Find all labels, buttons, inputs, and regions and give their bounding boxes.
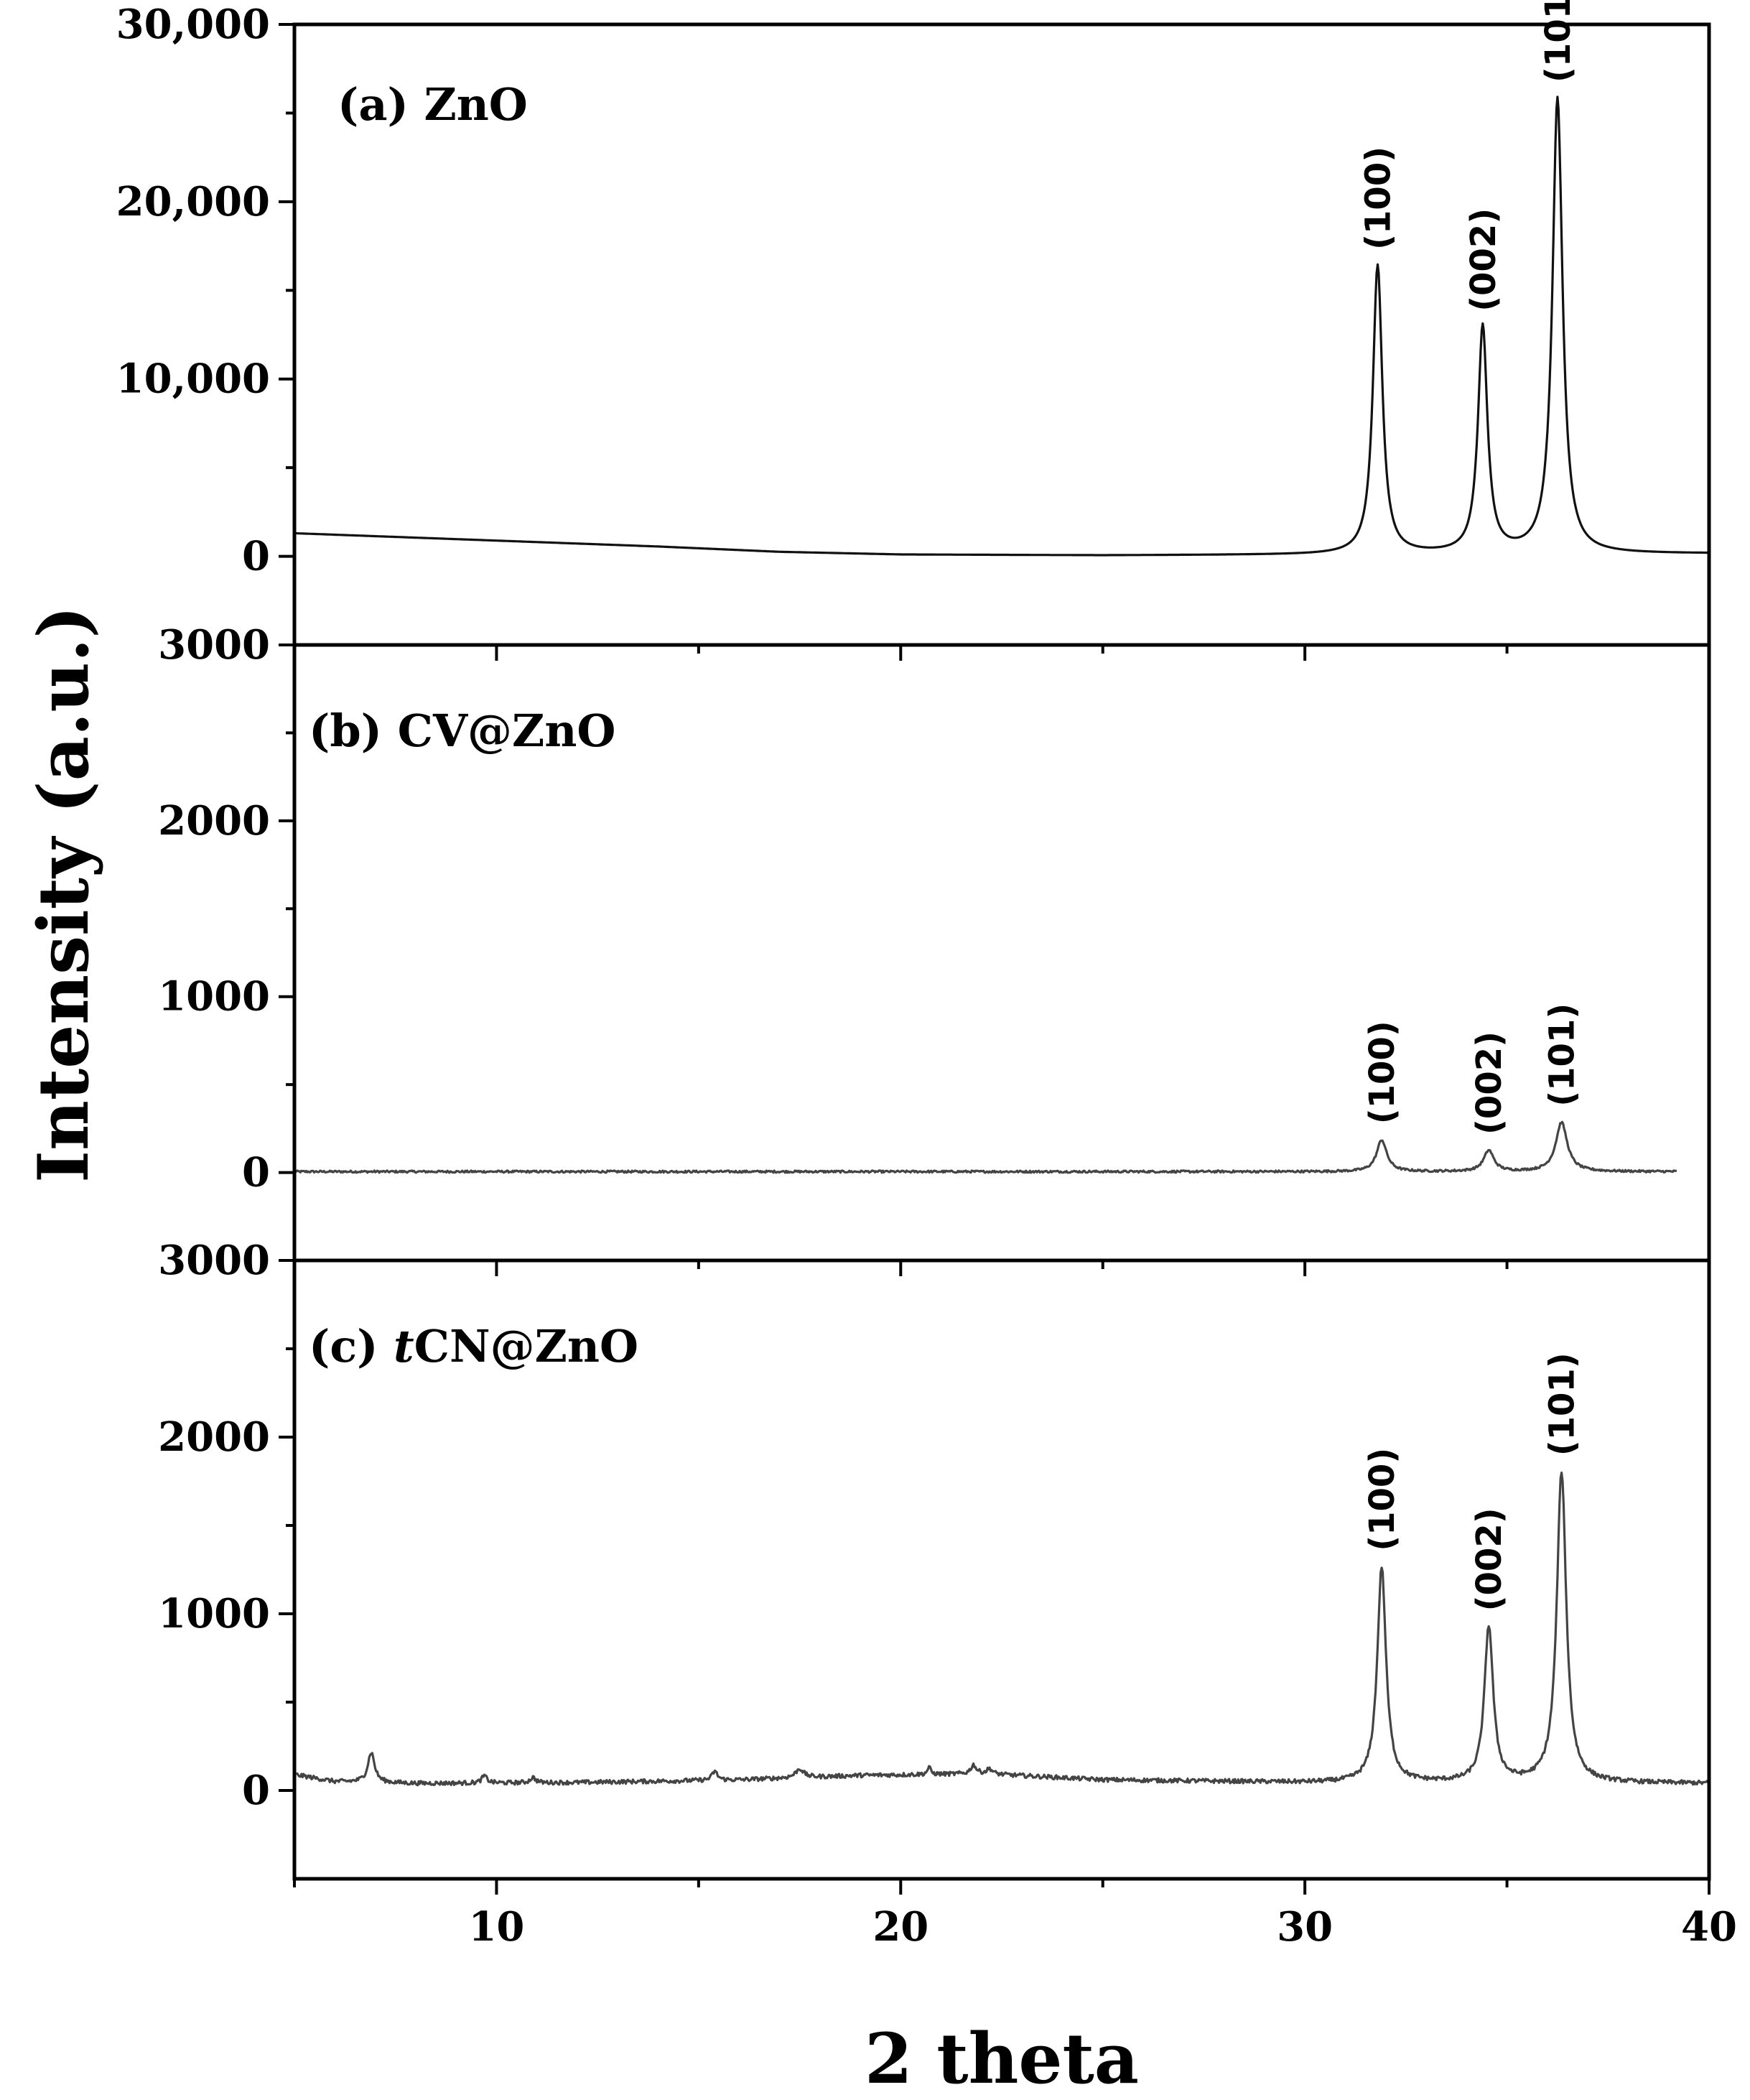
- x-axis-title: 2 theta: [865, 2018, 1139, 2099]
- peak-label: (100): [1359, 147, 1399, 250]
- panel-label-c: (c) tCN@ZnO: [309, 1320, 638, 1372]
- y-tick-label: 0: [242, 1767, 270, 1814]
- xrd-trace-c: [293, 1471, 1710, 1787]
- y-tick-label: 0: [242, 533, 270, 580]
- xrd-panels: 0 10,000 20,000 30,000 (100) (002) (101) (a) Zn…: [116, 0, 1711, 1881]
- xrd-trace-a: [294, 96, 1710, 557]
- panel-b: 0 1000 2000 3000 (100) (002) (101) (b) CV@ZnO: [158, 621, 1711, 1263]
- y-tick-label: 1000: [158, 1590, 270, 1637]
- x-axis: 10 20 30 40: [293, 1879, 1737, 1951]
- y-tick-label: 30,000: [116, 1, 270, 48]
- x-tick-label: 20: [872, 1903, 928, 1951]
- x-tick-label: 40: [1681, 1903, 1737, 1951]
- y-tick-label: 0: [242, 1149, 270, 1197]
- y-axis-title: Intensity (a.u.): [23, 605, 104, 1183]
- y-tick-label: 1000: [158, 973, 270, 1021]
- peak-label: (101): [1542, 1352, 1583, 1456]
- y-tick-label: 10,000: [116, 356, 270, 403]
- panel-c: 0 1000 2000 3000 (100) (002) (101) (c) tCN@ZnO: [158, 1237, 1711, 1881]
- panel-frame: [292, 1258, 1711, 1881]
- x-tick-label: 10: [468, 1903, 524, 1951]
- panel-label-a: (a) ZnO: [338, 78, 528, 131]
- peak-label: (101): [1542, 1003, 1583, 1107]
- y-tick-label: 3000: [158, 621, 270, 669]
- panel-a: 0 10,000 20,000 30,000 (100) (002) (101) (a) Zn…: [116, 0, 1711, 647]
- peak-label: (002): [1469, 1507, 1509, 1611]
- y-tick-label: 2000: [158, 1413, 270, 1461]
- peak-label: (100): [1362, 1448, 1402, 1551]
- x-tick-label: 30: [1277, 1903, 1333, 1951]
- y-tick-label: 20,000: [116, 178, 270, 226]
- y-tick-label: 3000: [158, 1237, 270, 1284]
- peak-label: (100): [1362, 1021, 1402, 1124]
- peak-label: (002): [1469, 1031, 1509, 1135]
- peak-label: (101): [1538, 0, 1578, 83]
- panel-label-b: (b) CV@ZnO: [309, 705, 615, 757]
- y-tick-label: 2000: [158, 797, 270, 845]
- peak-label: (002): [1463, 208, 1504, 312]
- xrd-trace-b: [294, 1120, 1677, 1174]
